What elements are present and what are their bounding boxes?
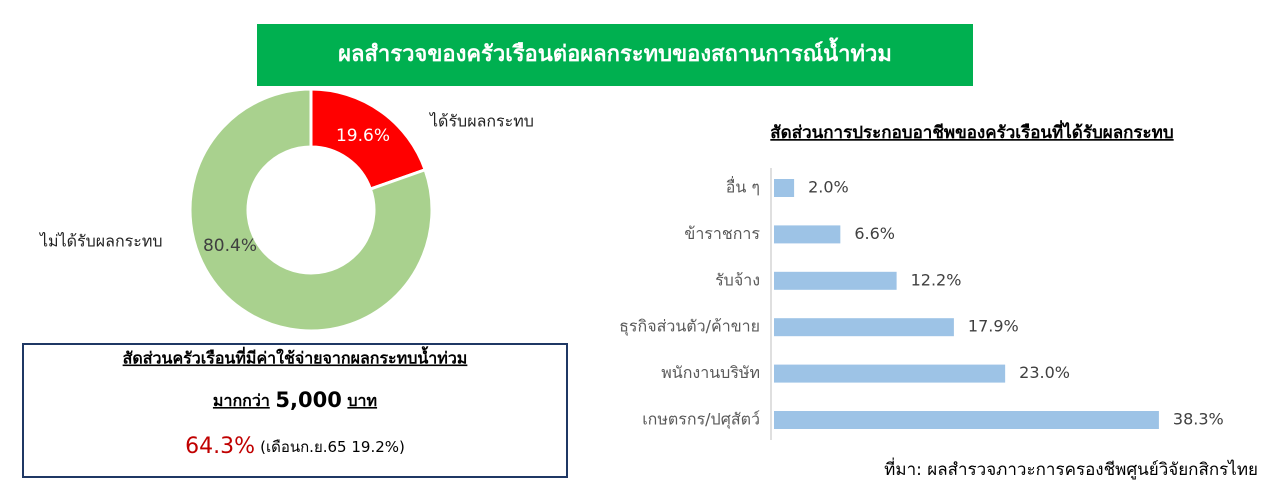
bar-category-label: ข้าราชการ	[684, 224, 760, 243]
bar-category-label: ธุรกิจส่วนตัว/ค้าขาย	[619, 317, 760, 337]
bar	[774, 271, 897, 290]
callout-amount: 5,000	[275, 388, 341, 412]
donut-slice	[188, 87, 434, 333]
header-title: ผลสำรวจของครัวเรือนต่อผลกระทบของสถานการณ…	[338, 37, 892, 67]
bar-value-label: 23.0%	[1019, 363, 1070, 382]
bar	[774, 225, 841, 244]
bar-value-label: 6.6%	[854, 224, 895, 243]
bar-category-label: พนักงานบริษัท	[661, 363, 760, 382]
slice-category-label: ได้รับผลกระทบ	[428, 112, 534, 131]
callout-note: (เดือนก.ย.65 19.2%)	[260, 438, 405, 456]
bar-chart-title: สัดส่วนการประกอบอาชีพของครัวเรือนที่ได้ร…	[770, 120, 1173, 143]
slice-value-label: 19.6%	[336, 126, 390, 146]
bar-value-label: 38.3%	[1173, 410, 1224, 429]
slice-category-label: ไม่ได้รับผลกระทบ	[38, 232, 163, 251]
bar	[774, 318, 954, 337]
callout-value-line: 64.3% (เดือนก.ย.65 19.2%)	[185, 434, 405, 459]
source: ที่มา: ผลสำรวจภาวะการครองชีพศูนย์วิจัยกส…	[884, 457, 1258, 480]
bar-value-label: 17.9%	[968, 317, 1019, 336]
slice-value-label: 80.4%	[203, 236, 257, 256]
bar-value-label: 2.0%	[808, 178, 849, 197]
bar-category-label: เกษตรกร/ปศุสัตว์	[642, 410, 760, 430]
donut-slice	[309, 87, 428, 191]
bar	[774, 411, 1159, 429]
header-banner	[257, 24, 973, 86]
bar	[774, 364, 1006, 383]
bar-category-label: อื่น ๆ	[726, 176, 760, 197]
callout-prefix: มากกว่า	[213, 391, 270, 410]
callout-line: มากกว่า 5,000 บาท	[213, 388, 377, 412]
callout-box	[22, 343, 568, 478]
bar	[774, 179, 795, 197]
bar-value-label: 12.2%	[911, 270, 962, 289]
bar-category-label: รับจ้าง	[715, 270, 760, 289]
callout-title: สัดส่วนครัวเรือนที่มีค่าใช้จ่ายจากผลกระท…	[123, 346, 468, 368]
callout-unit: บาท	[347, 391, 377, 410]
callout-value: 64.3%	[185, 434, 255, 459]
